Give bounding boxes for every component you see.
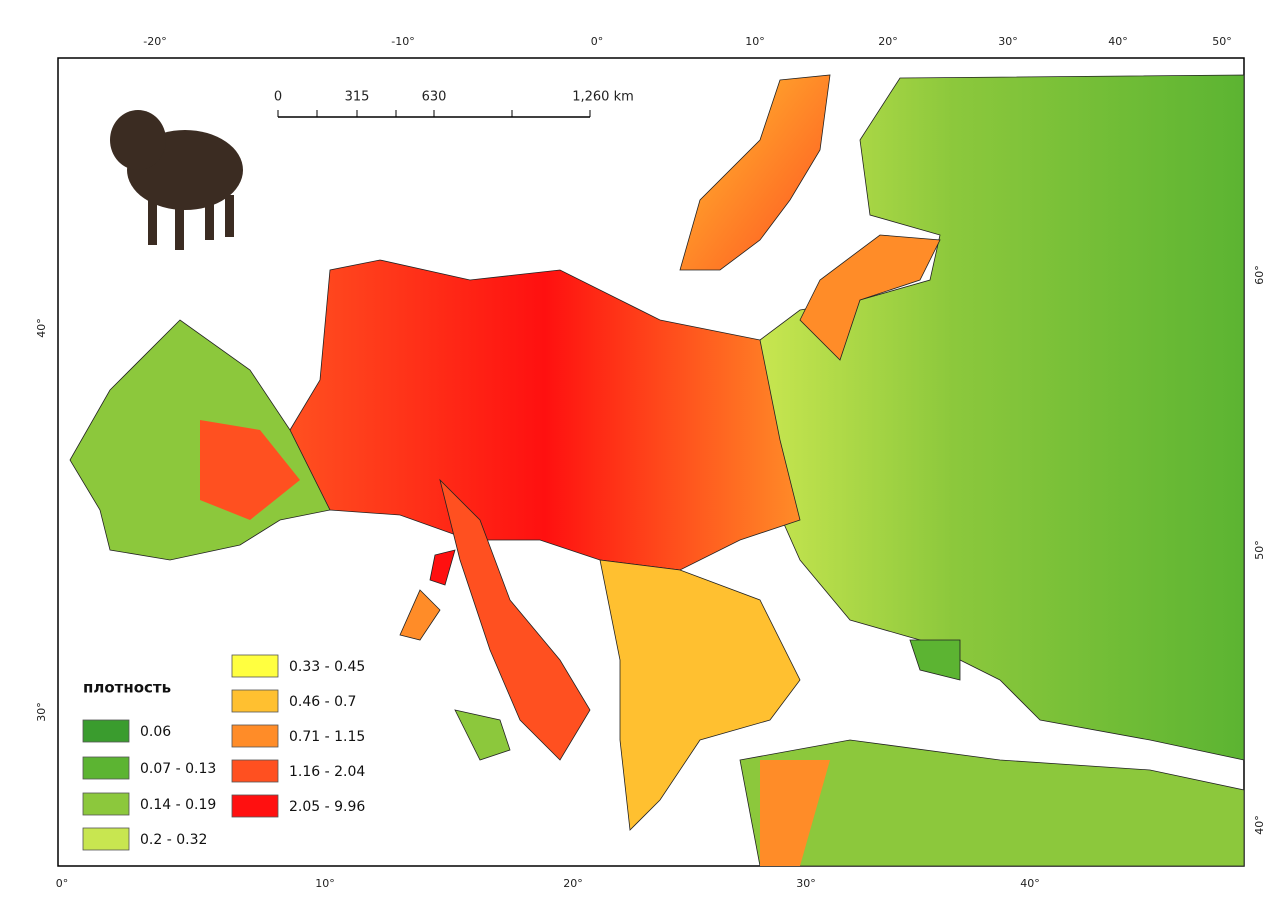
legend-label: 0.46 - 0.7 [289, 694, 356, 710]
bottom-tick-label: 40° [1020, 877, 1040, 890]
legend-swatch [82, 756, 130, 780]
scale-label: 315 [345, 90, 370, 105]
top-tick-label: 40° [1108, 35, 1128, 48]
left-tick-label: 40° [35, 318, 48, 338]
right-tick-label: 60° [1253, 265, 1266, 285]
legend-label: 0.14 - 0.19 [140, 797, 216, 813]
top-tick-label: 30° [998, 35, 1018, 48]
bottom-tick-label: 20° [563, 877, 583, 890]
boar [110, 110, 243, 250]
legend-swatch [231, 689, 279, 713]
right-tick-label: 50° [1253, 540, 1266, 560]
legend-swatch [82, 792, 130, 816]
legend-label: 0.2 - 0.32 [140, 832, 207, 848]
right-tick-label: 40° [1253, 815, 1266, 835]
top-tick-label: 0° [591, 35, 604, 48]
legend-label: 2.05 - 9.96 [289, 799, 365, 815]
scale-label: 630 [422, 90, 447, 105]
legend-label: 0.71 - 1.15 [289, 729, 365, 745]
left-tick-label: 30° [35, 702, 48, 722]
bottom-tick-label: 30° [796, 877, 816, 890]
legend-title: плотность [83, 679, 171, 697]
legend-swatch [231, 654, 279, 678]
legend-swatch [231, 794, 279, 818]
scale-label: 1,260 km [572, 90, 634, 105]
legend-swatch [231, 759, 279, 783]
top-tick-label: -20° [143, 35, 166, 48]
land [69, 74, 1245, 867]
legend-swatch [231, 724, 279, 748]
legend-swatch [82, 827, 130, 851]
top-tick-label: 10° [745, 35, 765, 48]
bottom-tick-label: 0° [56, 877, 69, 890]
legend-label: 0.07 - 0.13 [140, 761, 216, 777]
bottom-tick-label: 10° [315, 877, 335, 890]
top-tick-label: 20° [878, 35, 898, 48]
scale-label: 0 [274, 90, 282, 105]
top-tick-label: -10° [391, 35, 414, 48]
legend-label: 0.06 [140, 724, 171, 740]
top-tick-label: 50° [1212, 35, 1232, 48]
legend-swatch [82, 719, 130, 743]
legend-label: 1.16 - 2.04 [289, 764, 365, 780]
legend-label: 0.33 - 0.45 [289, 659, 365, 675]
